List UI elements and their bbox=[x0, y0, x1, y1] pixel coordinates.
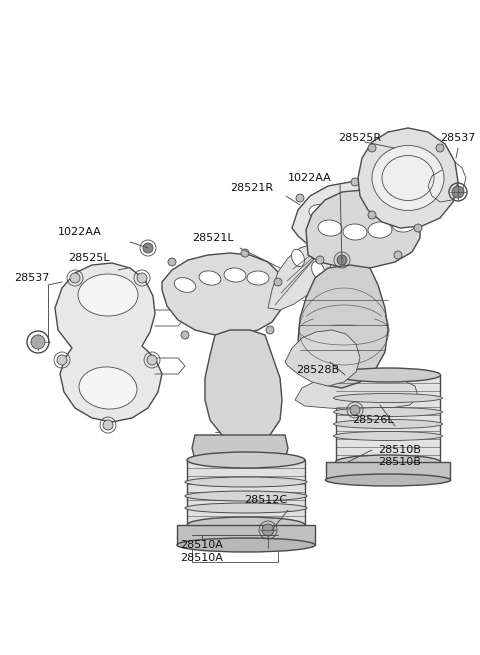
Circle shape bbox=[414, 224, 422, 232]
Polygon shape bbox=[306, 190, 420, 268]
Ellipse shape bbox=[224, 268, 246, 282]
Circle shape bbox=[350, 405, 360, 415]
Text: 28537: 28537 bbox=[14, 273, 49, 283]
Polygon shape bbox=[308, 234, 350, 260]
Circle shape bbox=[143, 243, 153, 253]
Circle shape bbox=[296, 194, 304, 202]
Ellipse shape bbox=[334, 419, 443, 428]
Ellipse shape bbox=[291, 250, 304, 267]
Text: 28525R: 28525R bbox=[338, 133, 381, 143]
Ellipse shape bbox=[368, 222, 392, 238]
Polygon shape bbox=[358, 128, 458, 228]
Circle shape bbox=[31, 335, 45, 349]
Circle shape bbox=[436, 144, 444, 152]
Polygon shape bbox=[298, 265, 388, 388]
Polygon shape bbox=[162, 253, 285, 335]
Circle shape bbox=[274, 278, 282, 286]
Circle shape bbox=[103, 420, 113, 430]
Circle shape bbox=[452, 186, 464, 198]
Ellipse shape bbox=[334, 394, 443, 403]
Circle shape bbox=[266, 326, 274, 334]
Circle shape bbox=[137, 273, 147, 283]
Text: 28521R: 28521R bbox=[230, 183, 273, 193]
Ellipse shape bbox=[185, 477, 307, 487]
Text: 28510A: 28510A bbox=[180, 553, 223, 563]
Text: 28537: 28537 bbox=[440, 133, 475, 143]
Polygon shape bbox=[336, 375, 440, 462]
Ellipse shape bbox=[199, 271, 221, 285]
Polygon shape bbox=[177, 525, 315, 545]
Ellipse shape bbox=[318, 220, 342, 236]
Polygon shape bbox=[205, 330, 282, 442]
Ellipse shape bbox=[79, 367, 137, 409]
Circle shape bbox=[454, 188, 462, 196]
Circle shape bbox=[351, 178, 359, 186]
Polygon shape bbox=[187, 460, 305, 525]
Circle shape bbox=[241, 249, 249, 257]
Ellipse shape bbox=[174, 278, 196, 292]
Ellipse shape bbox=[312, 261, 324, 279]
Ellipse shape bbox=[78, 274, 138, 316]
Text: 28510B: 28510B bbox=[378, 457, 421, 467]
Polygon shape bbox=[295, 375, 418, 410]
Polygon shape bbox=[285, 330, 360, 386]
Ellipse shape bbox=[177, 538, 315, 552]
Ellipse shape bbox=[392, 216, 416, 232]
Polygon shape bbox=[55, 263, 162, 422]
Circle shape bbox=[262, 524, 274, 536]
Ellipse shape bbox=[336, 368, 441, 382]
Ellipse shape bbox=[334, 407, 443, 417]
Circle shape bbox=[394, 251, 402, 259]
Ellipse shape bbox=[372, 145, 444, 210]
Circle shape bbox=[316, 256, 324, 264]
Circle shape bbox=[181, 331, 189, 339]
Polygon shape bbox=[326, 462, 450, 480]
Ellipse shape bbox=[325, 474, 451, 486]
Polygon shape bbox=[292, 182, 412, 260]
Polygon shape bbox=[192, 435, 288, 460]
Ellipse shape bbox=[334, 432, 443, 441]
Polygon shape bbox=[268, 244, 332, 310]
Circle shape bbox=[337, 255, 347, 265]
Circle shape bbox=[168, 258, 176, 266]
Ellipse shape bbox=[375, 206, 397, 221]
Text: 28512C: 28512C bbox=[244, 495, 287, 505]
Text: 28526L: 28526L bbox=[352, 415, 394, 425]
Text: 1022AA: 1022AA bbox=[58, 227, 102, 237]
Text: 28521L: 28521L bbox=[192, 233, 234, 243]
Ellipse shape bbox=[247, 271, 269, 285]
Text: 28510A: 28510A bbox=[180, 540, 223, 550]
Circle shape bbox=[70, 273, 80, 283]
Ellipse shape bbox=[185, 503, 307, 513]
Circle shape bbox=[368, 144, 376, 152]
Ellipse shape bbox=[331, 198, 353, 214]
Ellipse shape bbox=[187, 452, 305, 468]
Text: 1022AA: 1022AA bbox=[288, 173, 332, 183]
Circle shape bbox=[147, 355, 157, 365]
Circle shape bbox=[404, 204, 412, 212]
Text: 28528B: 28528B bbox=[296, 365, 339, 375]
Ellipse shape bbox=[185, 491, 307, 501]
Ellipse shape bbox=[336, 455, 441, 469]
Ellipse shape bbox=[187, 517, 305, 533]
Ellipse shape bbox=[309, 204, 331, 219]
Ellipse shape bbox=[353, 200, 375, 214]
Circle shape bbox=[368, 211, 376, 219]
Text: 28525L: 28525L bbox=[68, 253, 109, 263]
Circle shape bbox=[57, 355, 67, 365]
Ellipse shape bbox=[343, 224, 367, 240]
Text: 28510B: 28510B bbox=[378, 445, 421, 455]
